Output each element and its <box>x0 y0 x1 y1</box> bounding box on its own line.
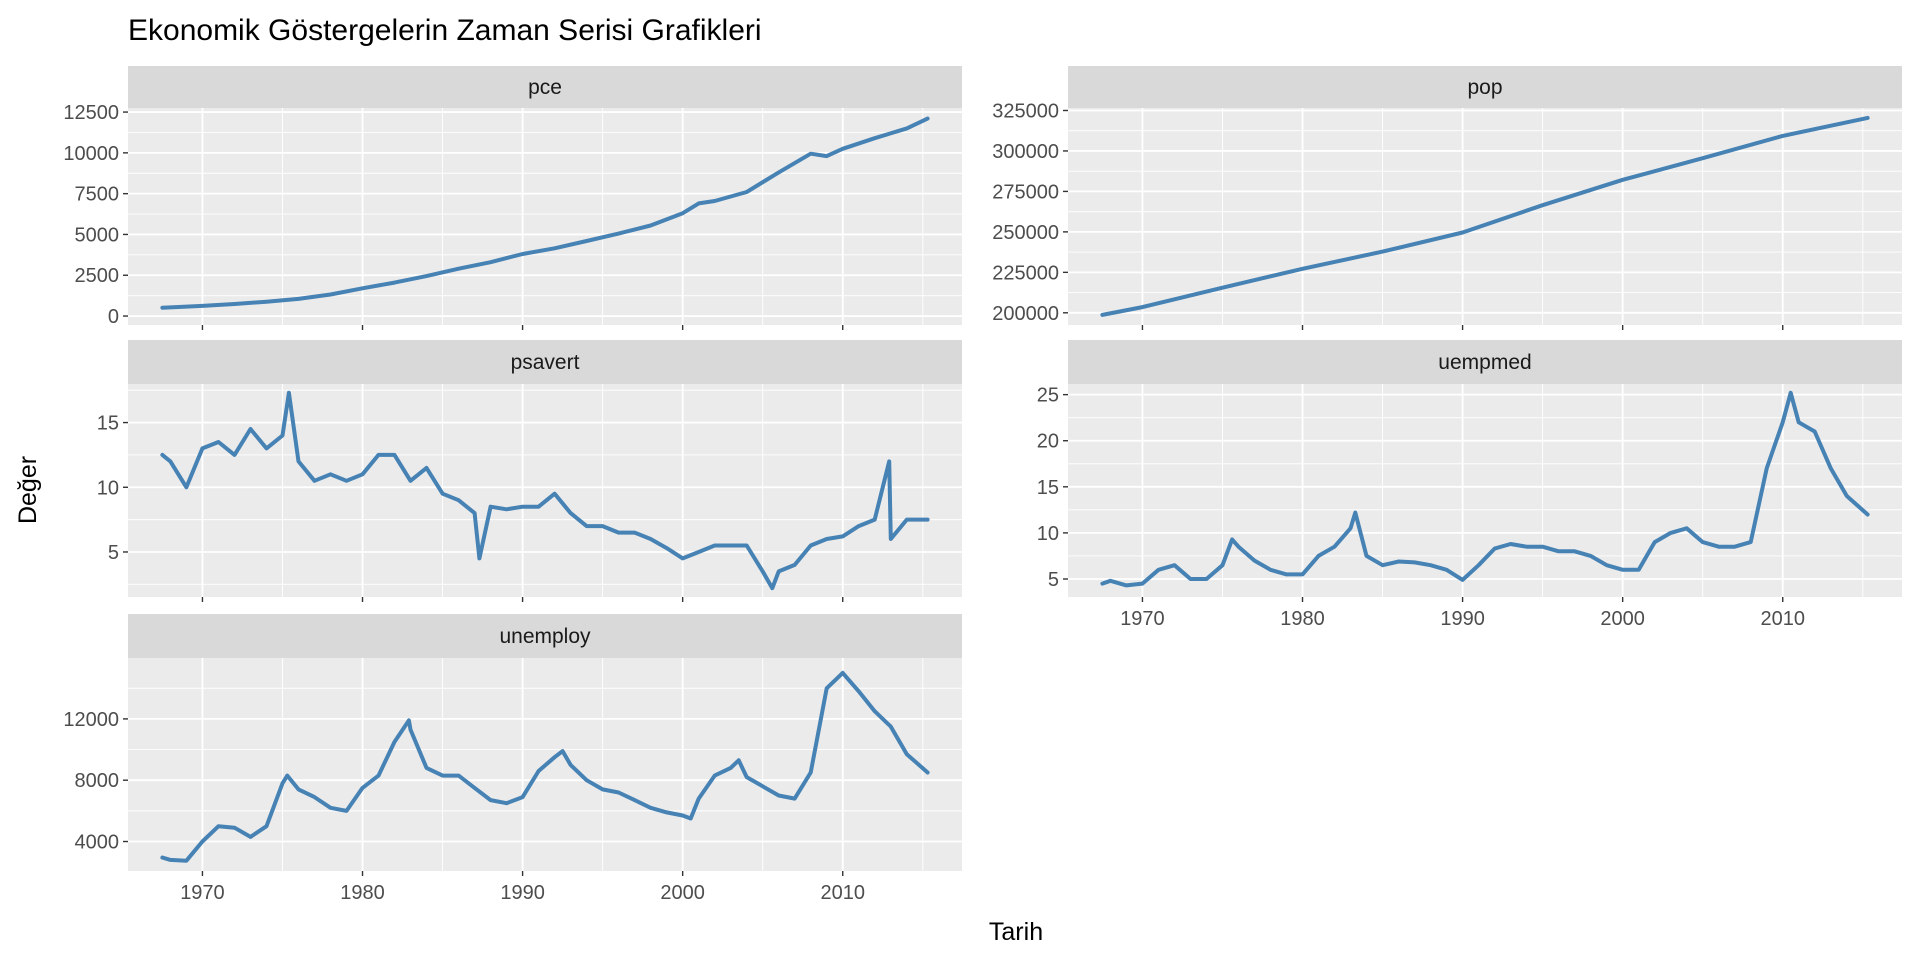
y-tick-label: 15 <box>1037 477 1059 499</box>
y-tick-label: 0 <box>108 306 119 328</box>
strip-label-psavert: psavert <box>511 351 580 374</box>
x-tick-label: 1990 <box>1440 608 1485 630</box>
y-tick-label: 325000 <box>992 100 1059 122</box>
y-tick-label: 15 <box>97 413 119 435</box>
strip-psavert <box>128 340 962 384</box>
panel-background <box>1068 108 1902 325</box>
x-tick-label: 2010 <box>820 882 865 904</box>
y-tick-label: 20 <box>1037 431 1059 453</box>
y-tick-label: 2500 <box>75 265 120 287</box>
y-tick-label: 5000 <box>75 224 120 246</box>
y-tick-label: 5 <box>108 542 119 564</box>
x-tick-label: 2010 <box>1760 608 1805 630</box>
x-tick-label: 2000 <box>1600 608 1645 630</box>
panel-pop: pop 200000 225000 250000 275000 300000 325000 <box>992 66 1902 330</box>
y-tick-label: 275000 <box>992 181 1059 203</box>
strip-label-pce: pce <box>528 76 562 99</box>
strip-uempmed <box>1068 340 1902 384</box>
panel-uempmed: uempmed 1970 1980 1990 2000 2010 5 10 15 20 25 <box>1037 340 1902 630</box>
y-tick-label: 4000 <box>75 832 120 854</box>
series-line-pop <box>1100 115 1870 317</box>
x-tick-label: 1990 <box>500 882 545 904</box>
x-tick-label: 1970 <box>180 882 225 904</box>
y-tick-label: 300000 <box>992 141 1059 163</box>
strip-label-pop: pop <box>1467 76 1502 99</box>
series-line-pce <box>160 116 930 310</box>
y-tick-label: 12500 <box>63 102 119 124</box>
x-tick-label: 1980 <box>1280 608 1325 630</box>
y-axis-title: Değer <box>14 456 42 524</box>
panel-psavert: psavert 5 10 15 <box>97 340 962 602</box>
panel-unemploy: unemploy 1970 1980 1990 2000 2010 4000 8000 1200… <box>63 614 962 904</box>
y-tick-label: 8000 <box>75 770 120 792</box>
y-tick-label: 5 <box>1048 569 1059 591</box>
series-line-psavert <box>160 390 930 591</box>
y-tick-label: 10 <box>1037 523 1059 545</box>
y-tick-label: 200000 <box>992 303 1059 325</box>
chart-title: Ekonomik Göstergelerin Zaman Serisi Graf… <box>128 14 762 47</box>
panel-pce: pce 0 2500 5000 7500 10000 12500 <box>63 66 962 330</box>
panel-background <box>128 108 962 325</box>
y-tick-label: 10000 <box>63 143 119 165</box>
panel-background <box>128 384 962 597</box>
y-tick-label: 250000 <box>992 222 1059 244</box>
strip-label-uempmed: uempmed <box>1438 351 1531 374</box>
series-line-unemploy <box>160 670 930 863</box>
x-axis-title: Tarih <box>989 918 1043 946</box>
y-tick-label: 7500 <box>75 184 120 206</box>
y-tick-label: 225000 <box>992 262 1059 284</box>
x-tick-label: 1980 <box>340 882 385 904</box>
y-tick-label: 25 <box>1037 385 1059 407</box>
strip-label-unemploy: unemploy <box>499 625 591 648</box>
series-line-uempmed <box>1100 390 1870 588</box>
y-tick-label: 12000 <box>63 709 119 731</box>
strip-pce <box>128 66 962 108</box>
panel-background <box>1068 384 1902 597</box>
facet-panels: pce 0 2500 5000 7500 10000 12500 pop 200000 22500… <box>63 66 1902 904</box>
strip-unemploy <box>128 614 962 658</box>
y-tick-label: 10 <box>97 477 119 499</box>
x-tick-label: 2000 <box>660 882 705 904</box>
strip-pop <box>1068 66 1902 108</box>
x-tick-label: 1970 <box>1120 608 1165 630</box>
